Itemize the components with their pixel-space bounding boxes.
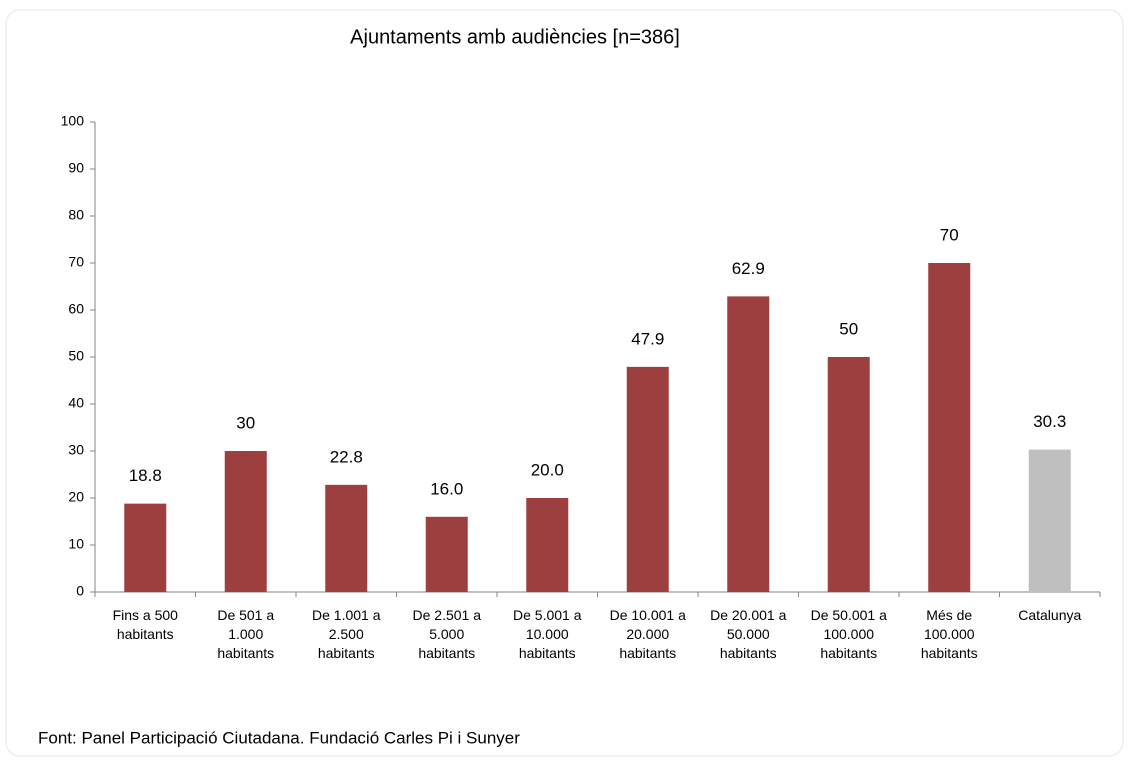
x-tick-label: Més de 100.000 habitants (920, 607, 978, 661)
bar (626, 366, 669, 592)
bar (928, 263, 971, 592)
bar (727, 296, 770, 592)
y-tick-label: 60 (68, 301, 84, 317)
x-tick-label: De 10.001 a 20.000 habitants (609, 607, 686, 661)
x-tick-label: Catalunya (1018, 607, 1082, 623)
data-label: 22.8 (330, 447, 363, 466)
y-tick-label: 70 (68, 254, 84, 270)
y-tick-label: 40 (68, 395, 84, 411)
chart-title: Ajuntaments amb audiències [n=386] (350, 26, 680, 48)
y-tick-label: 50 (68, 348, 84, 364)
data-label: 62.9 (732, 259, 765, 278)
y-tick-label: 20 (68, 489, 84, 505)
data-label: 30.3 (1033, 412, 1066, 431)
data-label: 18.8 (129, 466, 162, 485)
bar (325, 484, 368, 592)
y-tick-label: 100 (61, 113, 85, 129)
y-tick-label: 10 (68, 536, 84, 552)
y-tick-label: 30 (68, 442, 84, 458)
y-tick-label: 90 (68, 160, 84, 176)
bar (124, 503, 167, 592)
x-tick-label: De 2.501 a 5.000 habitants (412, 607, 482, 661)
data-label: 50 (839, 319, 858, 338)
bar (1028, 449, 1071, 592)
y-tick-label: 0 (76, 583, 84, 599)
data-label: 70 (940, 225, 959, 244)
bar (224, 451, 267, 592)
data-label: 20.0 (531, 460, 564, 479)
x-tick-label: Fins a 500 habitants (112, 607, 178, 642)
data-label: 47.9 (631, 329, 664, 348)
x-tick-label: De 5.001 a 10.000 habitants (513, 607, 582, 661)
data-label: 30 (236, 413, 255, 432)
x-tick-label: De 501 a 1.000 habitants (217, 607, 275, 661)
source-note: Font: Panel Participació Ciutadana. Fund… (38, 728, 520, 747)
y-tick-label: 80 (68, 207, 84, 223)
data-label: 16.0 (430, 479, 463, 498)
x-tick-label: De 1.001 a 2.500 habitants (312, 607, 381, 661)
x-tick-label: De 20.001 a 50.000 habitants (710, 607, 787, 661)
bar (827, 357, 870, 592)
bar (425, 516, 468, 592)
bar (526, 498, 569, 592)
x-tick-label: De 50.001 a 100.000 habitants (810, 607, 887, 661)
